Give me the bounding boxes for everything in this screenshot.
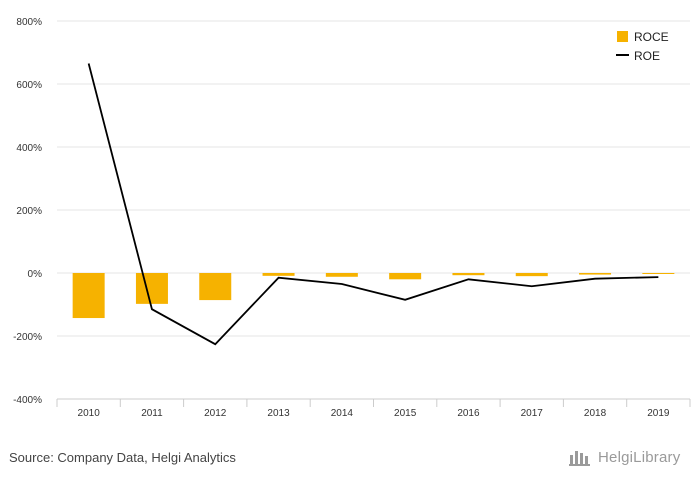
x-tick-label: 2016 (457, 408, 480, 419)
y-tick-label: -200% (13, 332, 42, 343)
grid-lines (57, 20, 690, 400)
y-tick-label: 600% (16, 80, 42, 91)
legend: ROCE ROE (616, 30, 669, 63)
legend-label-roe: ROE (634, 49, 660, 63)
roce-bar (452, 273, 485, 276)
roce-bar (199, 273, 232, 301)
roce-bar (389, 273, 422, 280)
brand-logo: HelgiLibrary (568, 446, 680, 468)
library-icon (569, 451, 590, 466)
x-tick-label: 2019 (647, 408, 670, 419)
legend-label-roce: ROCE (634, 30, 669, 44)
y-tick-label: 0% (28, 269, 43, 280)
roce-bar (72, 273, 105, 319)
y-axis-ticks: -400% -200% 0% 200% 400% 600% 800% (13, 17, 42, 406)
brand-name: HelgiLibrary (598, 448, 681, 466)
y-tick-label: -400% (13, 395, 42, 406)
y-tick-label: 400% (16, 143, 42, 154)
x-tick-label: 2013 (267, 408, 290, 419)
source-note: Source: Company Data, Helgi Analytics (9, 450, 236, 465)
roce-bar (262, 273, 295, 276)
roe-line (87, 63, 659, 346)
x-tick-label: 2010 (78, 408, 101, 419)
x-tick-label: 2015 (394, 408, 417, 419)
y-tick-label: 800% (16, 17, 42, 28)
roce-bar (642, 273, 675, 274)
roce-bars (72, 273, 675, 319)
roce-bar (325, 273, 358, 277)
x-tick-label: 2014 (331, 408, 354, 419)
x-tick-label: 2011 (141, 408, 163, 419)
roe-line-series (87, 63, 659, 346)
x-axis: 2010 2011 2012 2013 2014 2015 2016 2017 2018 2019 (56, 398, 691, 419)
x-tick-label: 2012 (204, 408, 227, 419)
x-tick-label: 2018 (584, 408, 607, 419)
legend-swatch-roce (617, 31, 628, 42)
y-tick-label: 200% (16, 206, 42, 217)
x-tick-label: 2017 (521, 408, 544, 419)
roce-bar (579, 273, 612, 275)
roce-bar (515, 273, 548, 277)
roce-bar (135, 273, 168, 304)
